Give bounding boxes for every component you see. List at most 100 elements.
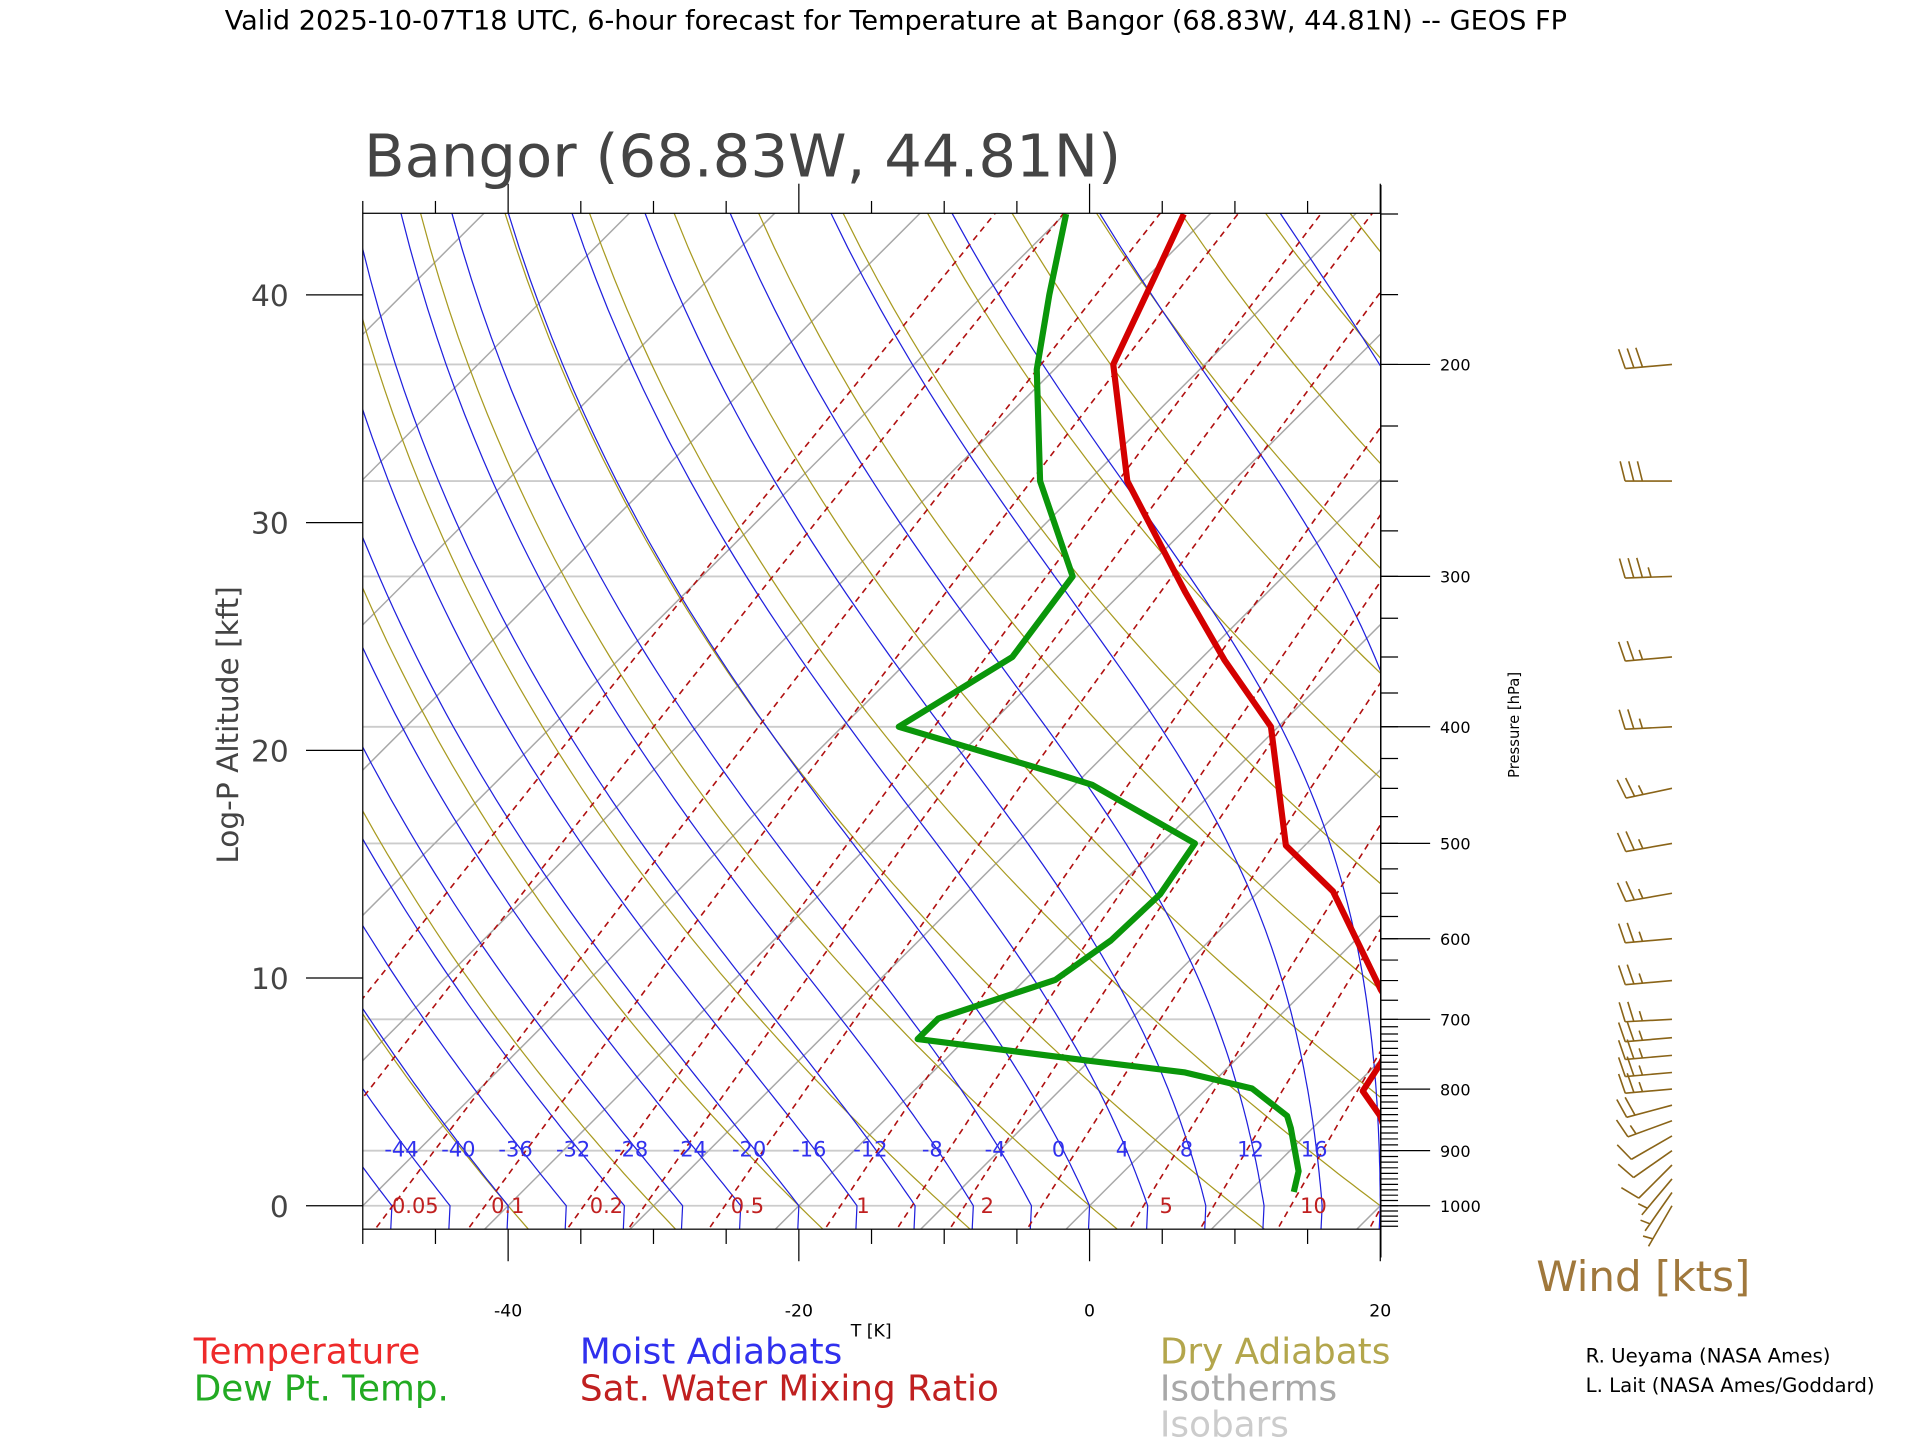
mixing-ratio-line <box>895 513 1381 1230</box>
header-title: Valid 2025-10-07T18 UTC, 6-hour forecast… <box>225 6 1567 37</box>
moist-adiabat-line <box>951 213 1381 1230</box>
right-tick-label: 700 <box>1440 1010 1471 1029</box>
mixing-ratio-line <box>823 425 1381 1230</box>
wind-barbs <box>1615 347 1673 1247</box>
isotherm-line <box>1355 1204 1381 1230</box>
moist-adiabat-label: -24 <box>673 1137 707 1161</box>
isotherm-line <box>774 623 1381 1230</box>
dry-adiabat-line <box>1489 178 1920 1236</box>
mixing-ratio-label: 5 <box>1160 1194 1173 1218</box>
moist-adiabat-line <box>362 246 916 1230</box>
mixing-ratio-line <box>362 213 1065 1100</box>
barb-full <box>1617 923 1627 944</box>
x-tick-label: -20 <box>785 1302 813 1322</box>
x-tick-label: 0 <box>1084 1302 1095 1322</box>
barb-full <box>1627 557 1635 578</box>
barb-full <box>1626 640 1635 661</box>
x-tick-label: -40 <box>494 1302 522 1322</box>
barb-half <box>1638 1065 1644 1076</box>
wind-barb <box>1617 1056 1673 1078</box>
right-tick-label: 900 <box>1440 1142 1471 1161</box>
barb-full <box>1620 1186 1640 1199</box>
isotherm-line <box>0 178 229 1236</box>
moist-adiabat-line <box>400 213 974 1230</box>
isotherm-line <box>362 213 1067 917</box>
barb-full <box>1617 1022 1627 1042</box>
left-tick-label: 40 <box>251 279 289 313</box>
chart-title: Bangor (68.83W, 44.81N) <box>364 121 1121 190</box>
moist-adiabat-label: -20 <box>732 1137 766 1161</box>
mixing-ratio-label: 10 <box>1300 1194 1327 1218</box>
mixing-ratio-line <box>362 213 997 1000</box>
barb-staff <box>1625 575 1673 579</box>
barb-half <box>1637 838 1644 849</box>
dry-adiabat-line <box>1180 213 1381 465</box>
wind-barb <box>1616 777 1673 799</box>
dry-adiabat-line <box>588 213 1381 1207</box>
dry-adiabat-line <box>1572 178 1920 1236</box>
dry-adiabat-line <box>926 213 1381 780</box>
barb-half <box>1637 785 1644 795</box>
moist-adiabat-line <box>451 213 1033 1230</box>
legend-moist-adiabats: Moist Adiabats <box>580 1332 842 1373</box>
mixing-ratio-line <box>1368 1206 1381 1230</box>
right-tick-label: 800 <box>1440 1080 1471 1099</box>
barb-full <box>1626 964 1635 985</box>
mixing-ratio-line <box>374 213 1162 1230</box>
isotherm-line <box>628 478 1381 1230</box>
moist-adiabat-label: -16 <box>792 1137 826 1161</box>
mixing-ratio-line <box>948 579 1381 1230</box>
wind-barb <box>1616 1135 1673 1161</box>
moist-adiabat-label: -28 <box>614 1137 648 1161</box>
mixing-ratio-label: 1 <box>856 1194 869 1218</box>
mixing-ratio-label: 0.2 <box>590 1194 623 1218</box>
credit-2: L. Lait (NASA Ames/Goddard) <box>1586 1374 1875 1397</box>
barb-full <box>1627 1001 1635 1022</box>
moist-adiabat-line <box>362 407 858 1230</box>
wind-barb <box>1640 1192 1673 1232</box>
moist-adiabat-line <box>362 745 684 1230</box>
barb-half <box>1640 1219 1651 1225</box>
barb-staff <box>1625 1018 1673 1023</box>
barb-full <box>1625 880 1636 901</box>
barb-half <box>1637 888 1644 899</box>
wind-barb <box>1617 1150 1673 1179</box>
dry-adiabat-line <box>1904 178 1920 1236</box>
dry-adiabat-line <box>1011 213 1381 675</box>
dry-adiabat-line <box>362 1012 530 1230</box>
barb-half <box>1642 1235 1654 1240</box>
barb-full <box>1636 461 1644 482</box>
legend-temperature: Temperature <box>193 1332 421 1373</box>
right-tick-label: 200 <box>1440 356 1471 375</box>
barb-half <box>1638 718 1644 729</box>
mixing-ratio-label: 0.1 <box>491 1194 524 1218</box>
barb-full <box>1616 832 1627 852</box>
wind-barb <box>1620 1164 1673 1199</box>
barb-full <box>1618 558 1626 579</box>
wind-barb <box>1616 880 1673 903</box>
mixing-ratio-label: 2 <box>981 1194 994 1218</box>
barb-full <box>1626 1039 1635 1059</box>
mixing-ratio-line <box>1128 822 1381 1230</box>
barb-half <box>1638 649 1644 660</box>
barb-full <box>1635 557 1644 578</box>
left-tick-label: 20 <box>251 734 289 768</box>
mixing-ratio-line <box>627 213 1374 1230</box>
left-tick-label: 0 <box>270 1190 289 1224</box>
barb-half <box>1638 1010 1644 1022</box>
legend-dry-adiabats: Dry Adiabats <box>1160 1332 1390 1373</box>
dry-adiabat-line <box>1655 178 1920 1236</box>
wind-barb <box>1618 1001 1673 1023</box>
legend-isobars: Isobars <box>1160 1404 1289 1440</box>
barb-staff <box>1641 1178 1673 1216</box>
mixing-ratio-label: 0.05 <box>392 1194 439 1218</box>
moist-adiabat-line <box>362 1087 451 1230</box>
right-tick-label: 400 <box>1440 718 1471 737</box>
isotherm-line <box>362 213 922 772</box>
barb-half <box>1638 1030 1644 1041</box>
left-tick-label: 30 <box>251 507 289 541</box>
moist-adiabat-line <box>729 213 1265 1230</box>
moist-adiabat-line <box>362 924 567 1230</box>
credit-1: R. Ueyama (NASA Ames) <box>1586 1344 1831 1367</box>
